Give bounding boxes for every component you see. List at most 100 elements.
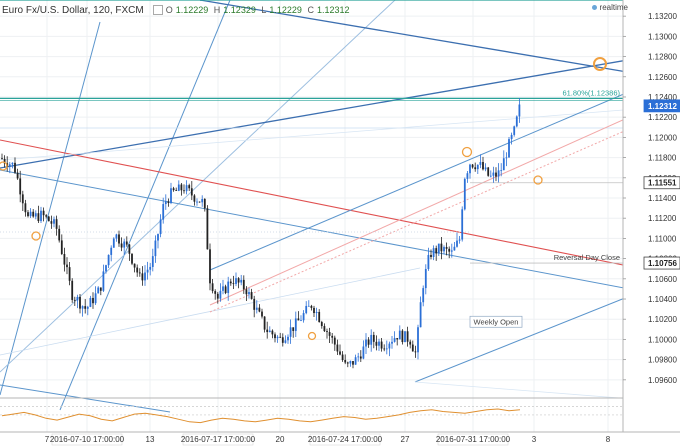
- candle-body-72: [188, 185, 191, 189]
- candle-body-27: [71, 280, 74, 300]
- price-axis-bg: [623, 0, 680, 432]
- realtime-indicator: realtime: [591, 3, 628, 12]
- candle-body-35: [92, 297, 94, 304]
- candle-body-193: [502, 158, 505, 171]
- price-tick-2: 1.12800: [648, 53, 677, 62]
- candle-body-197: [513, 126, 516, 135]
- candle-body-171: [445, 247, 448, 249]
- candle-body-75: [196, 201, 198, 203]
- candle-body-121: [315, 311, 318, 314]
- candle-body-6: [16, 172, 19, 179]
- candle-body-73: [190, 188, 193, 196]
- red-trendline: [0, 139, 624, 266]
- candle-body-189: [492, 172, 495, 176]
- candle-body-58: [151, 256, 154, 267]
- pink-channel-lower: [209, 121, 646, 313]
- steep-trendline-b: [59, 0, 231, 411]
- candle-body-160: [417, 327, 419, 353]
- candle-body-124: [323, 326, 326, 332]
- time-label-box-5: [309, 433, 381, 446]
- candle-body-60: [157, 234, 159, 241]
- upper-resistance-line: [199, 0, 646, 76]
- price-tick-11: 1.11000: [648, 234, 677, 243]
- candle-body-195: [508, 139, 510, 158]
- candle-body-86: [224, 286, 227, 294]
- candle-body-100: [261, 311, 263, 317]
- rising-channel-lower: [414, 289, 646, 383]
- candle-body-23: [60, 240, 63, 255]
- candle-body-122: [318, 311, 321, 323]
- candle-body-144: [375, 341, 378, 346]
- candle-body-38: [99, 287, 102, 291]
- candle-body-119: [310, 305, 313, 308]
- price-tick-7: 1.11800: [648, 154, 677, 163]
- candle-body-66: [172, 188, 175, 191]
- time-tick-9: 8: [606, 435, 611, 444]
- candle-body-30: [79, 296, 81, 309]
- time-tick-6: 27: [401, 435, 410, 444]
- grid-lines: [0, 0, 623, 432]
- candle-body-99: [258, 307, 261, 312]
- candle-body-97: [253, 298, 256, 310]
- candle-body-50: [131, 253, 133, 264]
- candle-body-85: [222, 286, 224, 291]
- descending-channel-upper: [0, 169, 646, 293]
- candle-body-126: [328, 332, 331, 336]
- candle-body-142: [370, 334, 373, 345]
- time-axis[interactable]: 7 2016-07-10 17:00:00 13 2016-07-17 17:00:0…: [0, 431, 680, 447]
- candle-body-169: [440, 243, 443, 252]
- price-label-2: 1.10756: [648, 259, 677, 268]
- candle-body-198: [515, 116, 518, 127]
- pivot-circle-mid: [307, 331, 317, 341]
- price-tick-3: 1.12600: [648, 73, 677, 82]
- visibility-toggle-icon[interactable]: [152, 5, 163, 15]
- upper-channel-line: [0, 56, 646, 169]
- candle-body-93: [242, 279, 245, 290]
- price-label-box-0: [643, 99, 680, 113]
- candle-body-140: [365, 339, 367, 347]
- candle-body-24: [63, 254, 66, 265]
- candles: [1, 97, 521, 369]
- price-label-0: 1.12312: [648, 102, 677, 111]
- candle-body-22: [58, 228, 61, 241]
- candle-body-180: [469, 164, 471, 174]
- price-axis[interactable]: 1.13200 1.13000 1.12800 1.12600 1.12400 1.122…: [622, 0, 680, 432]
- candle-body-131: [341, 354, 344, 361]
- price-label-box-2: [643, 256, 680, 270]
- candle-body-112: [292, 327, 295, 331]
- candle-body-136: [354, 357, 357, 365]
- candle-body-80: [209, 249, 211, 284]
- price-tick-0: 1.13200: [648, 12, 677, 21]
- candle-body-165: [430, 254, 432, 257]
- time-tick-7: 2016-07-31 17:00:00: [436, 435, 511, 444]
- candle-body-148: [385, 348, 388, 350]
- candle-body-157: [409, 341, 412, 345]
- candle-body-118: [307, 305, 310, 307]
- candle-body-179: [466, 173, 469, 179]
- candle-body-32: [84, 306, 87, 309]
- candle-body-117: [305, 305, 308, 314]
- price-tick-4: 1.12400: [648, 93, 677, 102]
- candle-body-185: [482, 162, 484, 170]
- candle-body-123: [320, 322, 323, 327]
- pivot-circle-breakout: [461, 146, 473, 158]
- candle-body-172: [448, 248, 451, 252]
- price-tick-15: 1.10200: [648, 315, 677, 324]
- candle-body-95: [248, 292, 250, 295]
- candle-body-105: [274, 334, 276, 339]
- time-label-box-1: [51, 433, 123, 446]
- candle-body-181: [471, 164, 474, 168]
- candle-body-146: [380, 341, 383, 349]
- candle-body-33: [86, 306, 89, 309]
- candle-body-57: [149, 266, 152, 270]
- candle-body-111: [289, 327, 292, 337]
- candle-body-71: [185, 185, 188, 192]
- candle-body-170: [443, 247, 445, 252]
- realtime-label: realtime: [599, 3, 628, 12]
- candle-body-129: [336, 344, 339, 352]
- candle-body-135: [352, 361, 354, 365]
- candle-body-92: [240, 279, 243, 283]
- time-tick-0: 7: [45, 435, 50, 444]
- candle-body-42: [110, 247, 113, 255]
- candle-body-164: [427, 254, 430, 269]
